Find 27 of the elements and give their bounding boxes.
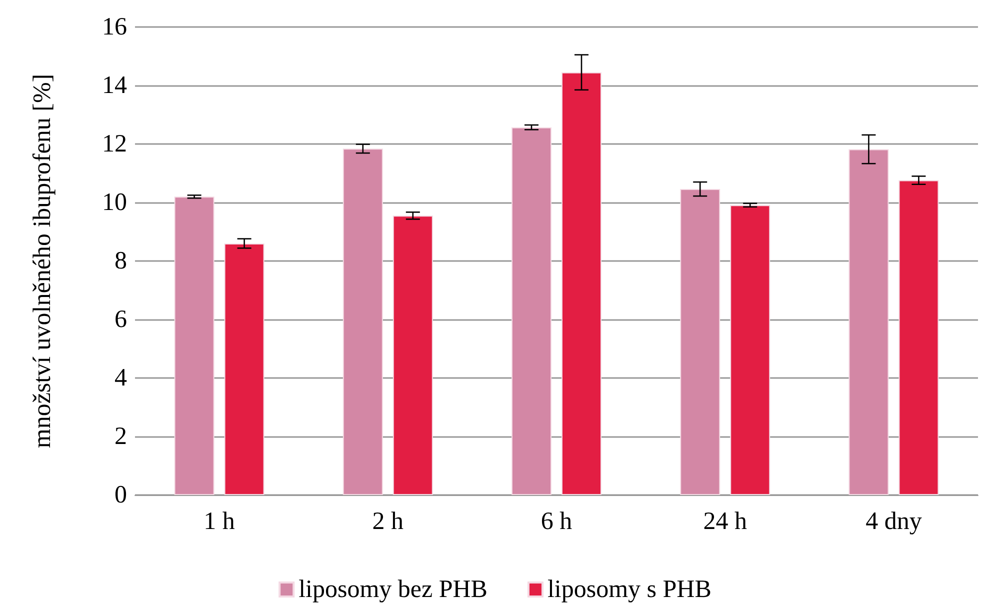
x-tick-label: 24 h [703,508,748,535]
bar [898,180,939,495]
legend-label: liposomy bez PHB [298,576,488,603]
y-tick-label: 6 [114,306,127,333]
bar [512,127,552,495]
y-tick-label: 2 [114,423,127,450]
bar [392,216,433,495]
bar [342,148,383,495]
y-tick-label: 8 [114,248,127,274]
legend-label: liposomy s PHB [547,576,712,603]
y-tick-label: 14 [102,72,128,99]
x-tick-label: 1 h [204,508,236,535]
bar [562,72,602,495]
x-tick-label: 6 h [540,508,573,535]
bar [680,189,720,495]
x-tick-label: 4 dny [866,508,922,535]
bar [224,243,264,495]
x-tick-label: 2 h [372,508,404,535]
y-tick-label: 4 [114,364,128,392]
y-tick-label: 12 [102,130,127,158]
bar [730,205,770,495]
y-tick-label: 0 [114,482,127,508]
y-axis-title: množství uvolněného ibuprofenu [%] [29,74,56,448]
bar [848,149,889,495]
y-tick-label: 10 [102,189,127,216]
bar [174,196,214,495]
y-tick-label: 16 [102,14,127,40]
